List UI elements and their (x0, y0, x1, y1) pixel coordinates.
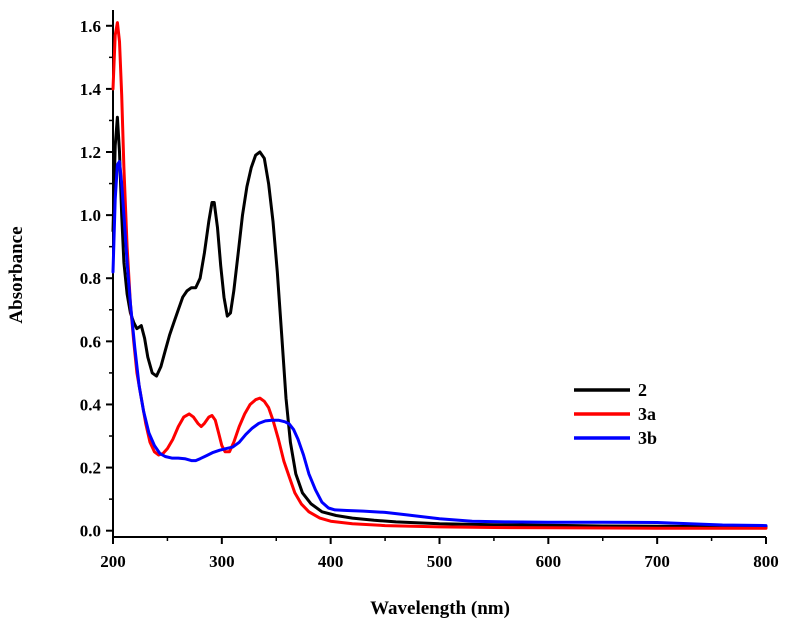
legend-label-3a: 3a (638, 404, 656, 424)
y-tick-label: 1.4 (80, 80, 102, 99)
y-tick-labels: 0.0 0.2 0.4 0.6 0.8 1.0 1.2 1.4 1.6 (80, 17, 102, 541)
x-tick-label: 700 (644, 552, 670, 571)
legend-label-3b: 3b (638, 428, 657, 448)
x-tick-label: 800 (753, 552, 779, 571)
series-line-2 (111, 115, 768, 529)
x-tick-label: 500 (427, 552, 453, 571)
y-tick-label: 0.8 (80, 269, 101, 288)
x-tick-labels: 200 300 400 500 600 700 800 (100, 552, 779, 571)
x-ticks (112, 537, 767, 544)
legend-label-2: 2 (638, 380, 647, 400)
y-tick-label: 0.4 (80, 395, 102, 414)
y-tick-label: 1.6 (80, 17, 101, 36)
y-tick-label: 1.2 (80, 143, 101, 162)
x-tick-label: 400 (318, 552, 344, 571)
y-tick-label: 0.2 (80, 459, 101, 478)
x-axis-title: Wavelength (nm) (370, 598, 510, 619)
y-tick-label: 0.6 (80, 332, 101, 351)
x-tick-label: 600 (536, 552, 562, 571)
y-tick-label: 0.0 (80, 522, 101, 541)
legend: 2 3a 3b (574, 380, 657, 448)
y-axis-title: Absorbance (6, 226, 27, 323)
series-lines (111, 21, 768, 530)
x-tick-label: 200 (100, 552, 126, 571)
x-tick-label: 300 (209, 552, 235, 571)
y-ticks (106, 24, 113, 532)
y-tick-label: 1.0 (80, 206, 101, 225)
series-line-3b (111, 160, 768, 528)
